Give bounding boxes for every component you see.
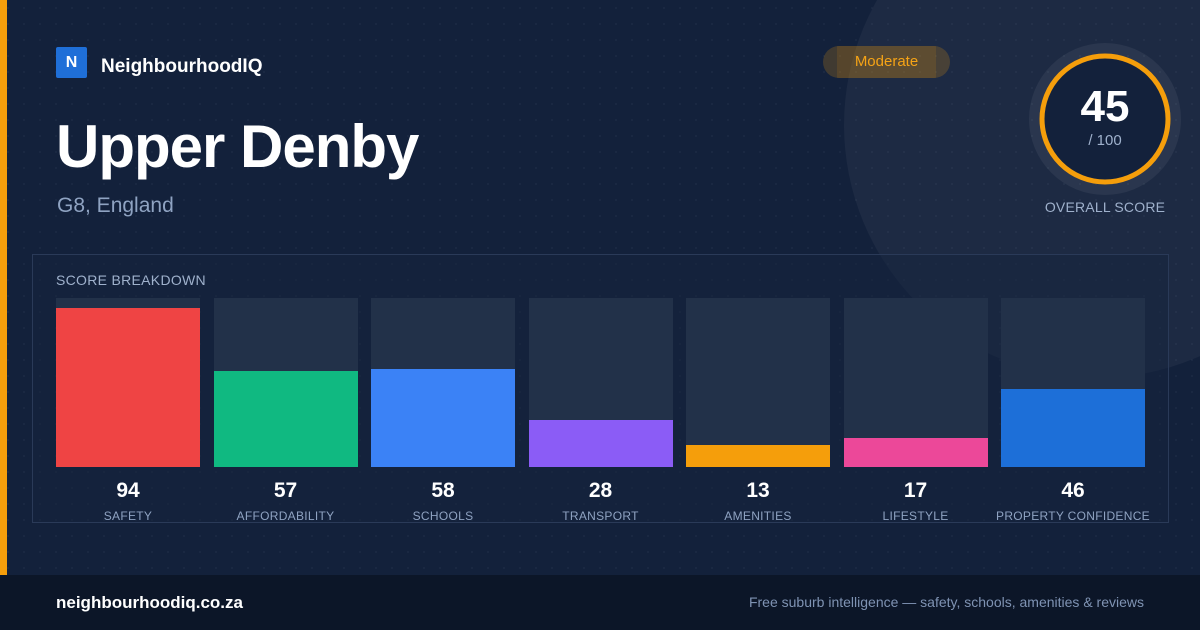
- bar-category-label: AFFORDABILITY: [236, 509, 335, 523]
- bar-track: [56, 298, 200, 467]
- rating-badge-label: Moderate: [854, 53, 919, 70]
- bar: [371, 369, 515, 467]
- bar-track: [843, 298, 988, 467]
- score-breakdown-title: SCORE BREAKDOWN: [56, 272, 206, 288]
- footer: neighbourhoodiq.co.za Free suburb intell…: [0, 575, 1200, 630]
- bar-track: [686, 298, 830, 467]
- location-title: Upper Denby: [56, 113, 419, 180]
- location-region: G8, England: [57, 194, 174, 217]
- bar-track: [213, 298, 358, 467]
- footer-site-link[interactable]: neighbourhoodiq.co.za: [56, 593, 243, 612]
- bar-value-label: 57: [273, 479, 298, 502]
- bar-track: [528, 298, 673, 467]
- bar-category-label: TRANSPORT: [562, 509, 639, 523]
- bar-value-label: 94: [116, 479, 140, 502]
- bar: [213, 371, 358, 467]
- bar: [843, 438, 988, 467]
- bar: [1001, 389, 1145, 467]
- footer-tagline: Free suburb intelligence — safety, schoo…: [748, 594, 1144, 610]
- bar-value-label: 13: [746, 479, 770, 502]
- bar-track: [1001, 298, 1145, 467]
- accent-bar: [0, 0, 7, 575]
- overall-score-value: 45: [1080, 82, 1130, 131]
- overall-score-gauge: [1029, 43, 1181, 195]
- brand-name: NeighbourhoodIQ: [101, 56, 263, 77]
- gauge-ring: [1039, 53, 1171, 185]
- overall-score-caption: OVERALL SCORE: [1044, 199, 1166, 215]
- overall-score-max: / 100: [1088, 132, 1122, 149]
- rating-badge: Moderate: [823, 46, 950, 78]
- bar-category-label: PROPERTY CONFIDENCE: [996, 509, 1150, 523]
- bar: [56, 308, 200, 467]
- bar-category-label: SCHOOLS: [412, 509, 474, 523]
- brand: N NeighbourhoodIQ: [56, 46, 262, 78]
- bar: [528, 420, 673, 467]
- bar-track: [371, 298, 515, 467]
- bar-value-label: 58: [431, 479, 455, 502]
- bar-category-label: AMENITIES: [724, 509, 792, 523]
- bar-value-label: 17: [903, 479, 928, 502]
- bar-value-label: 46: [1061, 479, 1085, 502]
- share-card: N NeighbourhoodIQ Upper Denby G8, Englan…: [0, 0, 1200, 575]
- bar-value-label: 28: [588, 479, 613, 502]
- bar: [686, 445, 830, 467]
- bar-category-label: SAFETY: [103, 509, 153, 523]
- brand-logo-icon: N: [56, 46, 87, 78]
- bar-category-label: LIFESTYLE: [882, 509, 949, 523]
